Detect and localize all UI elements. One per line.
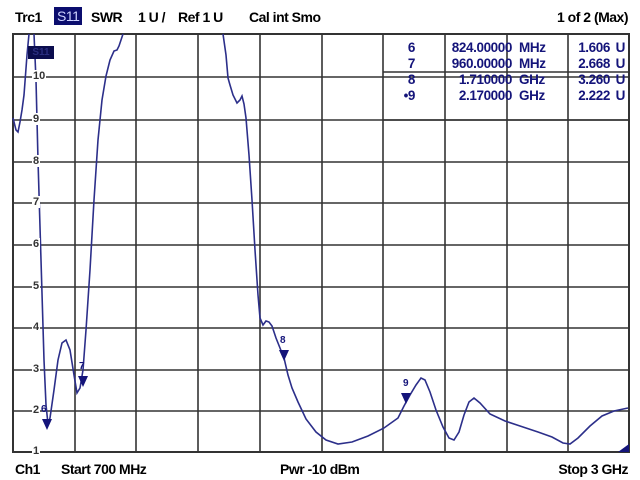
marker-value-unit: U: [615, 72, 626, 87]
marker-id: •9: [403, 88, 416, 103]
marker-frequency-unit: MHz: [519, 40, 546, 55]
scale-label[interactable]: 1 U /: [138, 9, 166, 25]
measured-parameter[interactable]: S11: [54, 7, 83, 25]
marker-9-label: 9: [403, 378, 409, 389]
stop-frequency[interactable]: Stop 3 GHz: [558, 461, 628, 477]
trace-markers: [42, 350, 411, 430]
marker-8-label: 8: [280, 335, 286, 346]
y-label-7: 7: [32, 196, 41, 208]
y-label-10: 10: [32, 70, 47, 82]
y-label-6: 6: [32, 238, 41, 250]
start-frequency[interactable]: Start 700 MHz: [61, 461, 147, 477]
marker-7-label: 7: [79, 361, 85, 372]
marker-value: 3.260: [578, 72, 610, 87]
marker-frequency-unit: GHz: [519, 88, 545, 103]
trace-label[interactable]: Trc1: [15, 9, 42, 25]
stop-indicator-icon: [618, 444, 629, 452]
marker-row[interactable]: 6 824.00000 MHz 1.606 U: [382, 40, 627, 56]
marker-row-active[interactable]: •9 2.170000 GHz 2.222 U: [382, 88, 627, 104]
marker-8-icon: [279, 350, 289, 361]
marker-table-lines: [383, 71, 629, 121]
y-label-8: 8: [32, 155, 41, 167]
y-label-3: 3: [32, 363, 41, 375]
y-label-1: 1: [32, 445, 41, 457]
y-label-4: 4: [32, 321, 41, 333]
marker-value-unit: U: [615, 88, 626, 103]
marker-value-unit: U: [615, 56, 626, 71]
marker-row[interactable]: 8 1.710000 GHz 3.260 U: [382, 72, 627, 88]
y-label-9: 9: [32, 113, 41, 125]
s11-trace: [12, 33, 629, 445]
marker-value-unit: U: [615, 40, 626, 55]
y-label-2: 2: [32, 404, 41, 416]
trace-tag[interactable]: S11: [28, 46, 54, 59]
page-indicator: 1 of 2 (Max): [556, 9, 629, 25]
y-label-5: 5: [32, 280, 41, 292]
marker-value: 2.668: [578, 56, 610, 71]
reference-label[interactable]: Ref 1 U: [178, 9, 223, 25]
marker-frequency-unit: MHz: [519, 56, 546, 71]
trace-header: Trc1 S11 SWR 1 U / Ref 1 U Cal int Smo 1…: [0, 0, 640, 30]
marker-frequency: 1.710000: [458, 72, 513, 87]
marker-frequency: 2.170000: [458, 88, 513, 103]
channel-label[interactable]: Ch1: [15, 461, 40, 477]
marker-7-icon: [78, 376, 88, 387]
grid: [12, 33, 630, 453]
marker-readout-table: 6 824.00000 MHz 1.606 U 7 960.00000 MHz …: [382, 40, 627, 104]
marker-6-label: 6: [41, 404, 47, 415]
marker-id: 7: [407, 56, 416, 71]
calibration-status: Cal int Smo: [249, 9, 321, 25]
marker-value: 1.606: [578, 40, 610, 55]
marker-frequency: 960.00000: [451, 56, 513, 71]
marker-frequency: 824.00000: [451, 40, 513, 55]
marker-id: 8: [407, 72, 416, 87]
power-level[interactable]: Pwr -10 dBm: [280, 461, 360, 477]
marker-value: 2.222: [578, 88, 610, 103]
marker-frequency-unit: GHz: [519, 72, 545, 87]
marker-9-icon: [401, 393, 411, 404]
format-label[interactable]: SWR: [91, 9, 123, 25]
marker-row[interactable]: 7 960.00000 MHz 2.668 U: [382, 56, 627, 72]
marker-id: 6: [407, 40, 416, 55]
marker-6-icon: [42, 419, 52, 430]
